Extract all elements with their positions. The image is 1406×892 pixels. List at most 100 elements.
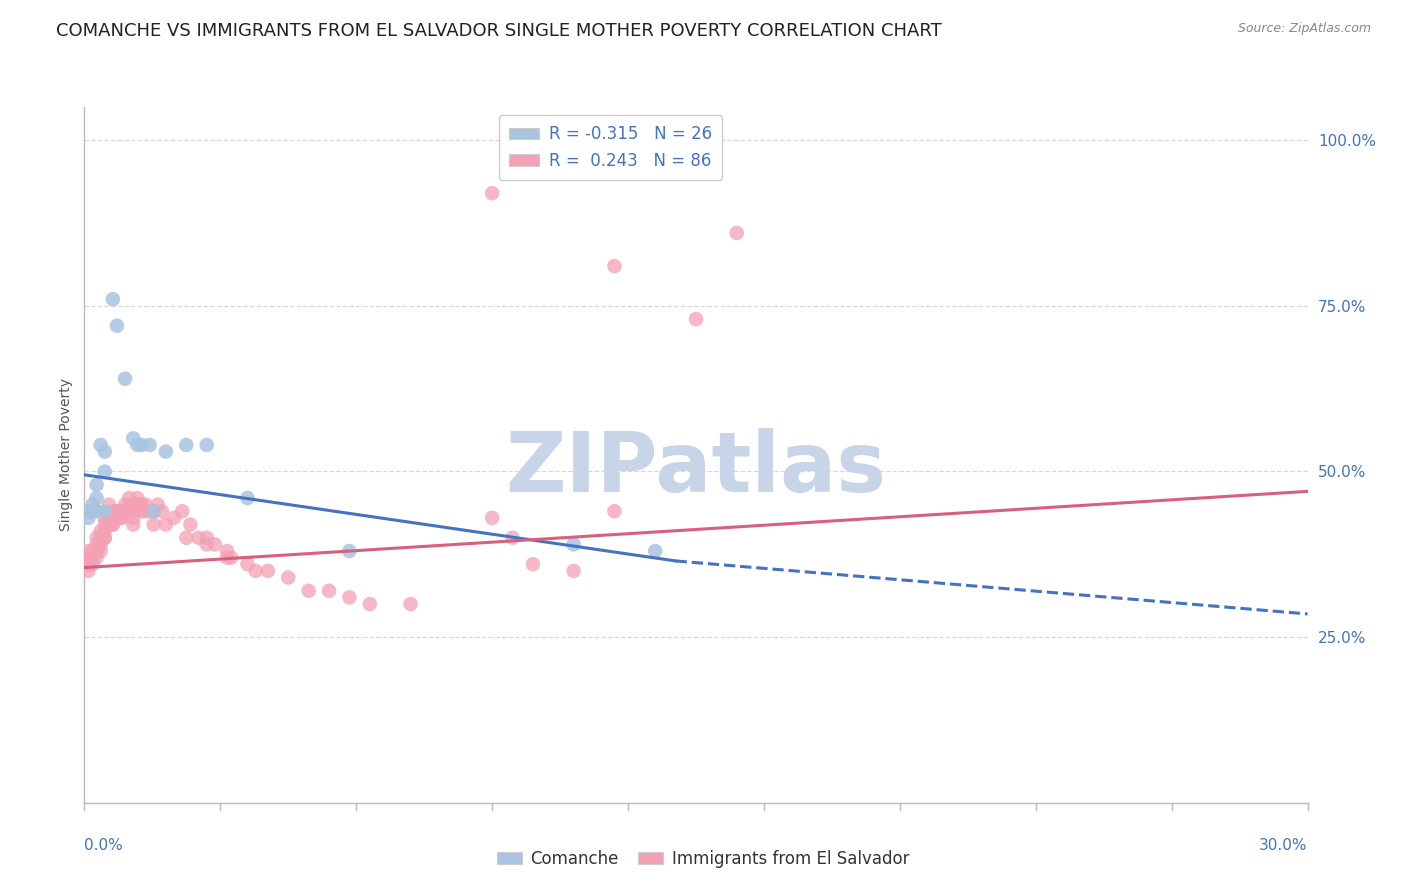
Point xyxy=(93,517,117,532)
Point xyxy=(603,259,626,273)
Point xyxy=(339,591,361,605)
Text: COMANCHE VS IMMIGRANTS FROM EL SALVADOR SINGLE MOTHER POVERTY CORRELATION CHART: COMANCHE VS IMMIGRANTS FROM EL SALVADOR … xyxy=(56,22,942,40)
Point xyxy=(93,531,117,545)
Point xyxy=(131,438,153,452)
Point xyxy=(86,477,108,491)
Point xyxy=(105,511,128,525)
Point xyxy=(118,491,141,505)
Point xyxy=(77,511,100,525)
Point xyxy=(142,517,165,532)
Y-axis label: Single Mother Poverty: Single Mother Poverty xyxy=(59,378,73,532)
Point xyxy=(138,438,160,452)
Point xyxy=(90,438,112,452)
Point xyxy=(110,511,132,525)
Point xyxy=(77,564,100,578)
Point xyxy=(481,186,503,201)
Point xyxy=(176,531,198,545)
Point xyxy=(82,498,104,512)
Point xyxy=(101,511,124,525)
Text: 0.0%: 0.0% xyxy=(84,838,124,853)
Point xyxy=(114,504,136,518)
Point xyxy=(77,558,100,572)
Point xyxy=(217,544,239,558)
Point xyxy=(644,544,666,558)
Point xyxy=(195,537,218,551)
Point xyxy=(105,504,128,518)
Point xyxy=(101,292,124,306)
Point xyxy=(93,511,117,525)
Point xyxy=(86,537,108,551)
Point xyxy=(176,438,198,452)
Point xyxy=(163,511,186,525)
Point xyxy=(236,491,259,505)
Point xyxy=(101,504,124,518)
Point xyxy=(155,517,177,532)
Point xyxy=(82,544,104,558)
Point xyxy=(127,438,149,452)
Point xyxy=(82,504,104,518)
Point xyxy=(86,544,108,558)
Point xyxy=(110,511,132,525)
Point xyxy=(93,531,117,545)
Point xyxy=(122,504,145,518)
Point xyxy=(603,504,626,518)
Point xyxy=(77,504,100,518)
Point xyxy=(90,544,112,558)
Point xyxy=(122,511,145,525)
Point xyxy=(97,498,120,512)
Point xyxy=(90,531,112,545)
Point xyxy=(138,504,160,518)
Legend: Comanche, Immigrants from El Salvador: Comanche, Immigrants from El Salvador xyxy=(491,844,915,875)
Point xyxy=(195,531,218,545)
Point xyxy=(562,537,585,551)
Point xyxy=(481,511,503,525)
Point xyxy=(339,544,361,558)
Point xyxy=(142,504,165,518)
Point xyxy=(131,504,153,518)
Point xyxy=(101,517,124,532)
Point xyxy=(77,550,100,565)
Point xyxy=(685,312,707,326)
Point xyxy=(90,524,112,538)
Point xyxy=(93,504,117,518)
Point xyxy=(217,550,239,565)
Point xyxy=(236,558,259,572)
Point xyxy=(77,544,100,558)
Point xyxy=(142,504,165,518)
Point xyxy=(257,564,280,578)
Point xyxy=(86,544,108,558)
Point xyxy=(93,524,117,538)
Point xyxy=(245,564,267,578)
Point xyxy=(118,504,141,518)
Point xyxy=(127,498,149,512)
Point xyxy=(86,504,108,518)
Point xyxy=(97,511,120,525)
Point xyxy=(122,431,145,445)
Point xyxy=(110,504,132,518)
Point xyxy=(131,498,153,512)
Point xyxy=(86,491,108,505)
Point xyxy=(82,558,104,572)
Point xyxy=(114,504,136,518)
Point xyxy=(93,444,117,458)
Point xyxy=(135,498,157,512)
Point xyxy=(77,550,100,565)
Point xyxy=(562,564,585,578)
Point xyxy=(77,558,100,572)
Point xyxy=(82,550,104,565)
Text: 30.0%: 30.0% xyxy=(1260,838,1308,853)
Point xyxy=(114,372,136,386)
Point xyxy=(86,531,108,545)
Point xyxy=(105,318,128,333)
Point xyxy=(502,531,524,545)
Point xyxy=(105,504,128,518)
Point xyxy=(146,498,169,512)
Point xyxy=(187,531,209,545)
Point xyxy=(298,583,321,598)
Point xyxy=(522,558,544,572)
Point xyxy=(127,491,149,505)
Point xyxy=(179,517,201,532)
Point xyxy=(318,583,340,598)
Point xyxy=(86,550,108,565)
Point xyxy=(90,537,112,551)
